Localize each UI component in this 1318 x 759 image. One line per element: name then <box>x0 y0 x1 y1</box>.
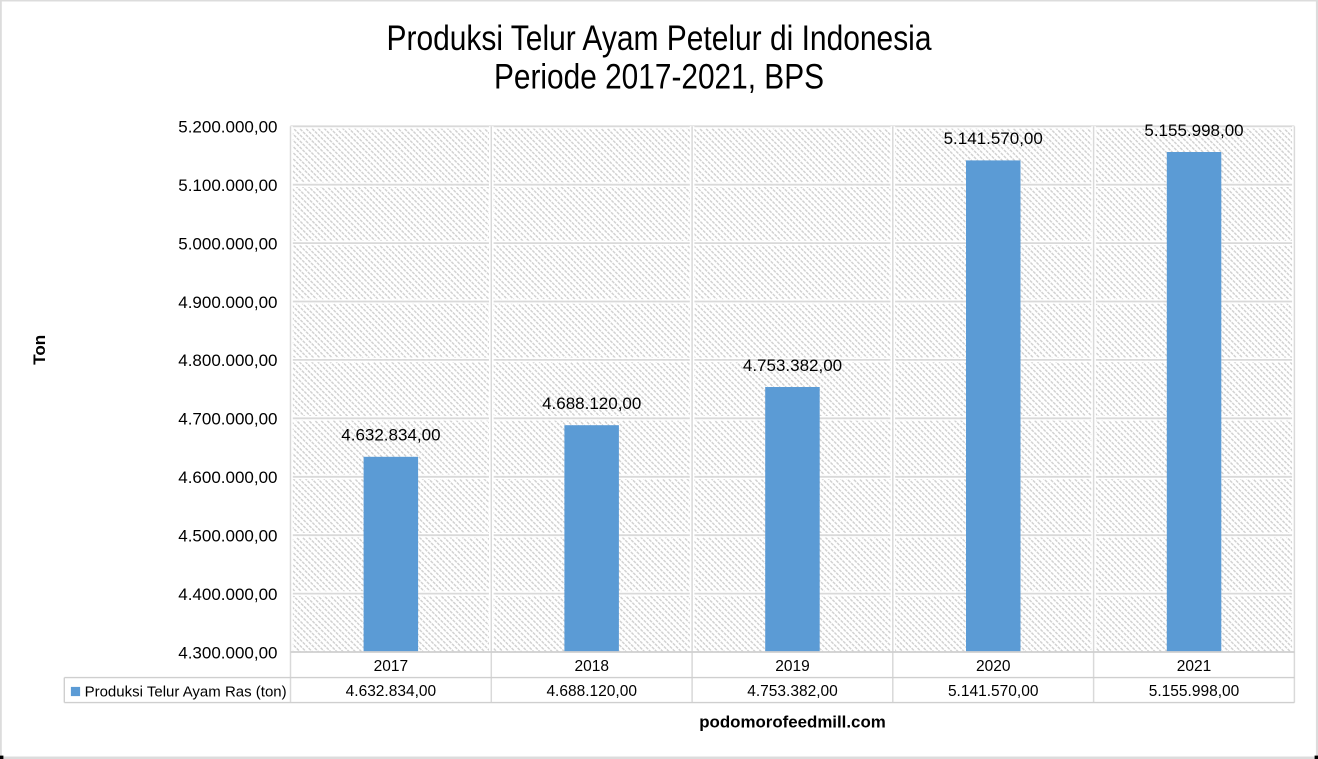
svg-text:5.155.998,00: 5.155.998,00 <box>1149 683 1240 700</box>
svg-text:4.753.382,00: 4.753.382,00 <box>747 683 838 700</box>
svg-text:5.200.000,00: 5.200.000,00 <box>178 118 277 137</box>
svg-text:4.800.000,00: 4.800.000,00 <box>178 351 277 370</box>
svg-text:5.155.998,00: 5.155.998,00 <box>1144 121 1243 140</box>
svg-text:Produksi Telur Ayam Petelur di: Produksi Telur Ayam Petelur di Indonesia <box>387 18 932 58</box>
svg-text:4.900.000,00: 4.900.000,00 <box>178 293 277 312</box>
svg-text:Ton: Ton <box>30 335 49 365</box>
svg-text:2021: 2021 <box>1177 658 1211 675</box>
svg-text:Produksi Telur Ayam Ras (ton): Produksi Telur Ayam Ras (ton) <box>85 683 287 700</box>
svg-text:4.500.000,00: 4.500.000,00 <box>178 527 277 546</box>
svg-text:5.100.000,00: 5.100.000,00 <box>178 176 277 195</box>
svg-text:4.600.000,00: 4.600.000,00 <box>178 468 277 487</box>
svg-text:2018: 2018 <box>574 658 608 675</box>
svg-text:5.141.570,00: 5.141.570,00 <box>944 129 1043 148</box>
svg-text:5.141.570,00: 5.141.570,00 <box>948 683 1039 700</box>
svg-text:4.700.000,00: 4.700.000,00 <box>178 410 277 429</box>
svg-text:4.632.834,00: 4.632.834,00 <box>346 683 437 700</box>
svg-text:4.753.382,00: 4.753.382,00 <box>743 356 842 375</box>
svg-text:5.000.000,00: 5.000.000,00 <box>178 234 277 253</box>
svg-text:2019: 2019 <box>775 658 809 675</box>
svg-text:4.632.834,00: 4.632.834,00 <box>341 426 440 445</box>
svg-text:2017: 2017 <box>374 658 408 675</box>
svg-text:4.400.000,00: 4.400.000,00 <box>178 585 277 604</box>
svg-text:4.688.120,00: 4.688.120,00 <box>546 683 637 700</box>
svg-text:podomorofeedmill.com: podomorofeedmill.com <box>699 712 886 731</box>
svg-text:4.688.120,00: 4.688.120,00 <box>542 394 641 413</box>
svg-text:4.300.000,00: 4.300.000,00 <box>178 643 277 662</box>
svg-text:2020: 2020 <box>976 658 1011 675</box>
svg-text:Periode 2017-2021, BPS: Periode 2017-2021, BPS <box>494 57 824 97</box>
